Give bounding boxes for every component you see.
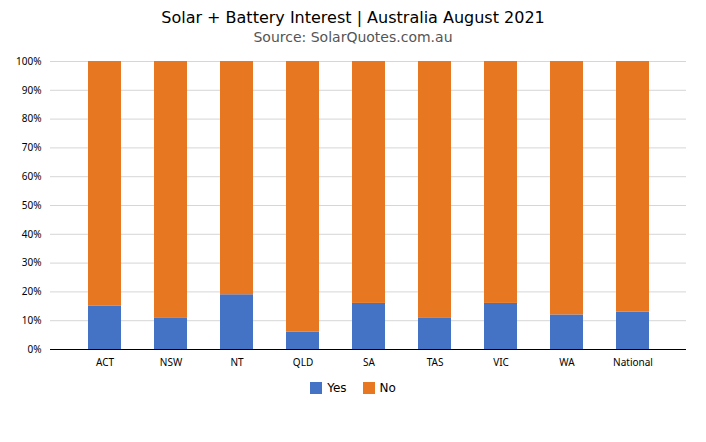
svg-text:VIC: VIC	[493, 355, 509, 369]
svg-text:30%: 30%	[22, 255, 42, 269]
svg-text:0%: 0%	[27, 342, 41, 356]
svg-text:90%: 90%	[22, 83, 42, 97]
svg-text:20%: 20%	[22, 284, 42, 298]
svg-text:70%: 70%	[22, 140, 42, 154]
html-text:No: No	[379, 381, 396, 395]
svg-text:50%: 50%	[22, 198, 42, 212]
svg-text:National: National	[613, 355, 653, 369]
html-text:Yes: Yes	[327, 381, 347, 395]
svg-text:NSW: NSW	[160, 355, 183, 369]
svg-text:60%: 60%	[22, 169, 42, 183]
svg-text:80%: 80%	[22, 111, 42, 125]
svg-text:10%: 10%	[22, 313, 42, 327]
svg-text:SA: SA	[363, 355, 375, 369]
svg-text:WA: WA	[559, 355, 575, 369]
svg-text:40%: 40%	[22, 227, 42, 241]
svg-text:NT: NT	[230, 355, 244, 369]
html-text:Solar + Battery Interest | Aus: Solar + Battery Interest | Australia Aug…	[161, 8, 545, 27]
svg-text:TAS: TAS	[427, 355, 444, 369]
svg-text:QLD: QLD	[293, 355, 313, 369]
html-text:Source: SolarQuotes.com.au: Source: SolarQuotes.com.au	[253, 29, 453, 45]
svg-text:100%: 100%	[16, 54, 41, 68]
svg-text:ACT: ACT	[96, 355, 115, 369]
